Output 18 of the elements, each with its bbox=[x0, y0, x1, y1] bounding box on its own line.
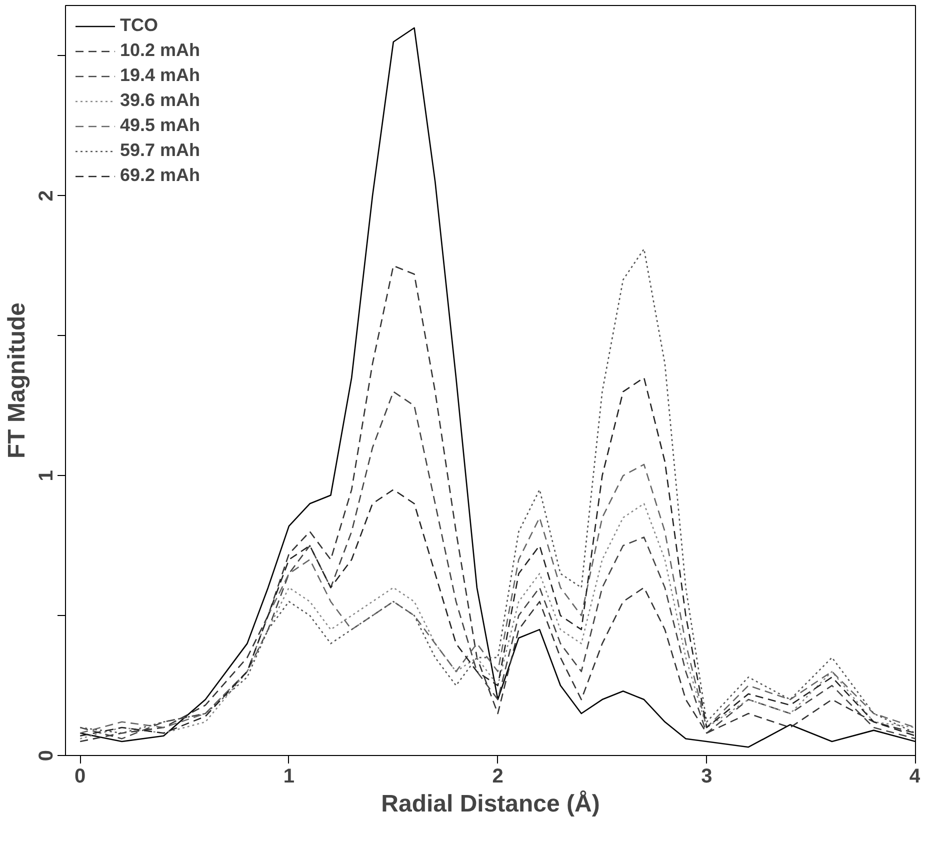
legend-label: 59.7 mAh bbox=[120, 140, 200, 161]
legend-label: 69.2 mAh bbox=[120, 165, 200, 186]
y-tick-label: 2 bbox=[36, 190, 58, 202]
legend-label: TCO bbox=[120, 15, 158, 36]
x-tick-label: 3 bbox=[701, 766, 712, 788]
y-tick-label: 0 bbox=[36, 750, 58, 762]
x-tick-label: 2 bbox=[492, 766, 504, 788]
line-series bbox=[79, 502, 916, 740]
y-tick-label: 1 bbox=[36, 470, 58, 482]
legend-label: 49.5 mAh bbox=[120, 115, 200, 136]
y-axis-title: FT Magnitude bbox=[4, 302, 30, 458]
legend-label: 10.2 mAh bbox=[120, 40, 200, 61]
legend-label: 39.6 mAh bbox=[120, 90, 200, 111]
x-tick-label: 0 bbox=[74, 766, 86, 788]
line-series bbox=[79, 464, 916, 734]
x-tick-label: 1 bbox=[283, 766, 295, 788]
x-axis-title: Radial Distance (Å) bbox=[381, 790, 600, 818]
legend-label: 19.4 mAh bbox=[120, 65, 200, 86]
